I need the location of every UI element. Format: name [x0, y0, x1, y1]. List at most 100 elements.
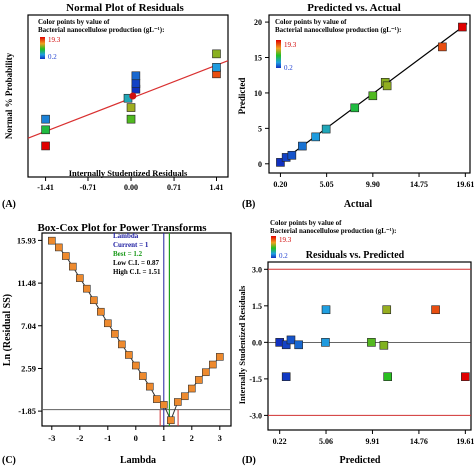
- panel-b-point: [458, 22, 467, 32]
- panel-a-center-point: [129, 92, 137, 100]
- panel-b-point: [321, 124, 331, 134]
- panel-a-label: (A): [2, 199, 16, 210]
- panel-c-ytick-label: 11.48: [17, 278, 36, 288]
- panel-d-colorbar-gradient: [271, 236, 276, 258]
- panel-c-legend: Lambda Current = 1 Best = 1.2 Low C.I. =…: [113, 232, 161, 276]
- panel-c-point: [181, 392, 189, 401]
- panel-b-ytick-label: 20: [254, 18, 262, 27]
- panel-a-xtick-label: -0.71: [80, 183, 97, 192]
- panel-a-xtick-label: -1.41: [37, 183, 54, 192]
- panel-a-xtick-label: 0.71: [167, 183, 181, 192]
- panel-b-predicted-vs-actual: Predicted vs. Actual Predicted Actual (B…: [237, 2, 474, 210]
- panel-c-point: [146, 382, 154, 391]
- panel-c-point: [118, 340, 126, 349]
- panel-d-colorbar-max: 19.3: [279, 236, 292, 244]
- panel-b-point: [287, 150, 297, 160]
- panel-d-xtick-label: 0.22: [273, 437, 287, 446]
- panel-c-point: [188, 384, 196, 393]
- panel-b-point: [276, 158, 285, 167]
- panel-d-point: [379, 340, 389, 350]
- panel-d-point: [383, 372, 392, 381]
- panel-d-xtick-label: 14.76: [410, 437, 428, 446]
- panel-c-label: (C): [2, 455, 16, 466]
- panel-d-xlabel: Predicted: [340, 455, 381, 466]
- panel-c-legend-high: High C.I. = 1.51: [113, 268, 161, 276]
- panel-d-ytick-label: -3.0: [249, 411, 262, 420]
- panel-b-point: [298, 141, 307, 151]
- panel-c-point: [216, 353, 224, 361]
- panel-c-ytick-label: 15.93: [17, 235, 36, 245]
- panel-c-xtick-label: 3: [218, 433, 222, 443]
- panel-a-point: [212, 49, 221, 59]
- panel-b-point: [311, 132, 320, 142]
- panel-c-point: [61, 252, 70, 260]
- panel-d-plot-area: [267, 261, 472, 431]
- panel-c-xtick-label: -1: [104, 433, 111, 443]
- panel-c-xlabel: Lambda: [120, 455, 156, 466]
- panel-d-ytick-label: 3.0: [252, 265, 262, 274]
- panel-b-point: [438, 42, 447, 52]
- panel-b-colorbar: Color points by value of Bacterial nanoc…: [275, 18, 401, 72]
- panel-b-colorbar-gradient: [276, 40, 281, 68]
- panel-a-plot-area: [27, 14, 229, 178]
- panel-b-ytick-label: 5: [258, 124, 262, 133]
- panel-a-normal-plot: Normal Plot of Residuals Normal % Probab…: [2, 2, 229, 210]
- panel-d-xtick-label: 9.91: [365, 437, 379, 446]
- panel-a-title: Normal Plot of Residuals: [66, 2, 184, 14]
- panel-c-ytick-label: -1.85: [18, 406, 36, 416]
- panel-b-colorbar-label: Color points by value of: [275, 18, 347, 26]
- panel-b-xlabel: Actual: [344, 199, 373, 210]
- panel-c-xtick-label: 1: [162, 433, 166, 443]
- panel-a-point: [41, 141, 50, 151]
- panel-c-point: [83, 284, 91, 293]
- panel-c-point: [139, 372, 147, 380]
- panel-b-ytick-label: 0: [258, 160, 262, 169]
- panel-c-point: [54, 243, 63, 252]
- panel-d-point: [461, 372, 470, 381]
- panel-c-point: [69, 262, 77, 271]
- panel-c-point: [76, 274, 84, 282]
- panel-b-label: (B): [242, 199, 255, 210]
- panel-b-point: [350, 103, 360, 113]
- panel-d-colorbar: Color points by value of Bacterial nanoc…: [270, 219, 396, 260]
- panel-b-ylabel: Predicted: [237, 78, 247, 115]
- panel-c-legend-best: Best = 1.2: [113, 250, 143, 258]
- panel-d-point: [286, 335, 296, 345]
- panel-b-xtick-label: 5.05: [320, 180, 334, 189]
- panel-c-xtick-label: -2: [76, 433, 83, 443]
- panel-c-ytick-label: 2.59: [21, 363, 36, 373]
- panel-c-xtick-label: 2: [190, 433, 194, 443]
- panel-a-point: [41, 125, 50, 135]
- panel-d-point: [367, 338, 376, 347]
- panel-a-xtick-label: 1.41: [209, 183, 223, 192]
- panel-d-xtick-label: 5.06: [319, 437, 333, 446]
- panel-a-point: [126, 103, 136, 112]
- panel-a-colorbar-min: 0.2: [48, 53, 57, 61]
- panel-a-xtick-label: 0.00: [124, 183, 138, 192]
- panel-d-point: [431, 305, 440, 315]
- panel-c-xtick-label: -3: [48, 433, 55, 443]
- panel-a-colorbar-label: Color points by value of: [38, 18, 110, 26]
- panel-d-title: Residuals vs. Predicted: [306, 250, 405, 261]
- panel-c-point: [153, 395, 161, 403]
- panel-d-point: [321, 305, 331, 315]
- panel-c-ytick-label: 7.04: [21, 321, 37, 331]
- panel-b-ytick-label: 10: [254, 89, 262, 98]
- panel-c-point: [97, 307, 105, 316]
- panel-a-point: [212, 63, 221, 72]
- panel-c-point: [174, 398, 182, 406]
- panel-c-legend-low: Low C.I. = 0.87: [113, 259, 159, 267]
- panel-d-ytick-label: 1.5: [252, 302, 262, 311]
- panel-b-xtick-label: 19.61: [456, 180, 474, 189]
- panel-b-colorbar-min: 0.2: [284, 64, 293, 72]
- panel-a-point: [41, 114, 50, 124]
- panel-d-xtick-label: 19.61: [456, 437, 474, 446]
- panel-a-colorbar: Color points by value of Bacterial nanoc…: [38, 18, 164, 61]
- panel-c-box-cox: Box-Cox Plot for Power Transforms Ln (Re…: [2, 222, 232, 466]
- panel-c-point: [160, 401, 168, 409]
- panel-c-point: [125, 351, 133, 359]
- panel-a-point: [131, 79, 141, 88]
- panel-d-label: (D): [242, 455, 256, 466]
- panel-c-point: [195, 376, 203, 384]
